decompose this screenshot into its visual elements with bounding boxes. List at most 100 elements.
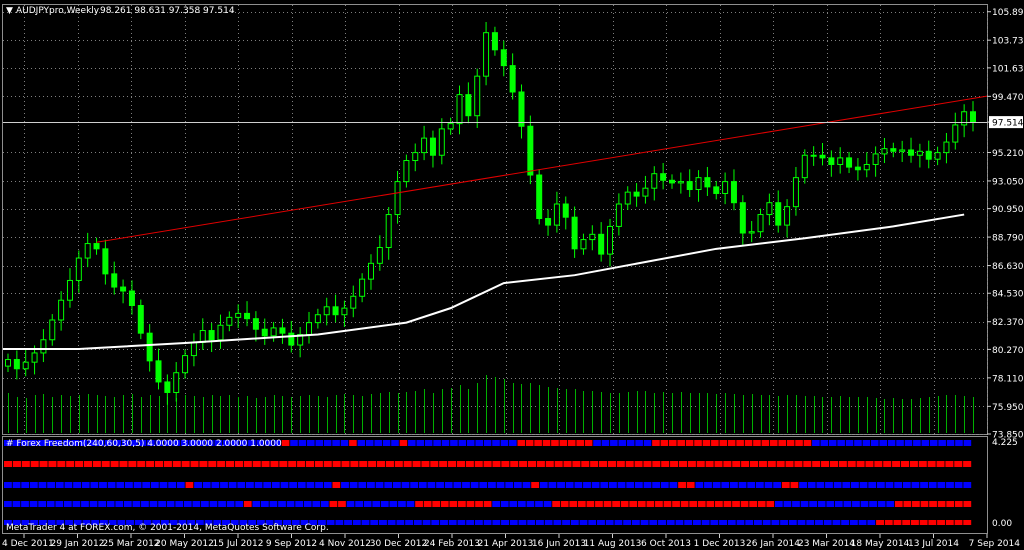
freedom-cell-down bbox=[181, 461, 190, 467]
freedom-cell-down bbox=[559, 440, 568, 446]
candle-bull bbox=[359, 278, 366, 297]
freedom-cell-up bbox=[307, 440, 315, 446]
freedom-cell-down bbox=[821, 461, 830, 467]
freedom-cell-up bbox=[175, 501, 184, 507]
candle-bear bbox=[146, 332, 153, 362]
candle-bear bbox=[252, 318, 259, 330]
freedom-cell-up bbox=[800, 501, 809, 507]
freedom-cell-up bbox=[588, 520, 597, 525]
chart-menu-icon[interactable]: ▼ bbox=[6, 6, 13, 16]
freedom-cell-up bbox=[315, 482, 323, 488]
freedom-cell-down bbox=[795, 440, 803, 446]
freedom-cell-up bbox=[817, 501, 826, 507]
freedom-cell-up bbox=[946, 482, 954, 488]
freedom-cell-up bbox=[466, 520, 475, 525]
freedom-cell-up bbox=[869, 501, 877, 507]
freedom-cell-up bbox=[401, 482, 410, 488]
freedom-cell-down bbox=[172, 461, 181, 467]
freedom-cell-up bbox=[773, 482, 782, 488]
freedom-cell-up bbox=[214, 440, 223, 446]
freedom-cell-up bbox=[809, 501, 818, 507]
freedom-cell-up bbox=[771, 520, 780, 525]
freedom-cell-up bbox=[807, 482, 816, 488]
indicator-scale-top: 4.225 bbox=[992, 438, 1018, 448]
freedom-cell-up bbox=[666, 520, 675, 525]
freedom-cell-up bbox=[21, 520, 30, 525]
freedom-cell-down bbox=[595, 501, 603, 507]
freedom-cell-up bbox=[462, 482, 470, 488]
freedom-cell-up bbox=[626, 482, 635, 488]
freedom-cell-up bbox=[149, 501, 158, 507]
freedom-cell-up bbox=[231, 440, 239, 446]
freedom-cell-up bbox=[81, 482, 90, 488]
candle-bear bbox=[704, 177, 711, 188]
price-axis: 105.890 103.730 101.630 99.470 97.514 95.210 9… bbox=[987, 8, 1024, 441]
freedom-cell-up bbox=[868, 482, 877, 488]
freedom-cell-up bbox=[396, 520, 405, 525]
freedom-cell-up bbox=[406, 501, 415, 507]
freedom-cell-up bbox=[610, 440, 618, 446]
freedom-cell-up bbox=[565, 482, 574, 488]
freedom-cell-up bbox=[286, 501, 295, 507]
freedom-cell-up bbox=[159, 482, 168, 488]
freedom-cell-down bbox=[394, 461, 403, 467]
freedom-cell-up bbox=[509, 501, 518, 507]
freedom-cell-up bbox=[669, 482, 678, 488]
freedom-cell-up bbox=[99, 520, 108, 525]
freedom-cell-up bbox=[509, 520, 518, 525]
candle-bear bbox=[261, 328, 268, 337]
freedom-cell-down bbox=[423, 501, 432, 507]
freedom-cell-down bbox=[711, 440, 719, 446]
freedom-cell-up bbox=[260, 501, 269, 507]
freedom-cell-up bbox=[436, 482, 444, 488]
freedom-cell-up bbox=[256, 520, 265, 525]
candlesticks bbox=[5, 22, 976, 405]
freedom-cell-up bbox=[450, 440, 458, 446]
freedom-cell-up bbox=[474, 520, 483, 525]
freedom-cell-up bbox=[862, 440, 871, 446]
freedom-cell-down bbox=[376, 461, 386, 467]
freedom-cell-down bbox=[234, 461, 243, 467]
freedom-cell-up bbox=[466, 440, 475, 446]
freedom-cell-up bbox=[780, 520, 789, 525]
candle-bear bbox=[102, 248, 109, 275]
freedom-cell-down bbox=[281, 440, 290, 446]
freedom-cell-up bbox=[265, 520, 274, 525]
freedom-cell-up bbox=[355, 501, 363, 507]
candle-bear bbox=[518, 91, 525, 127]
freedom-cell-up bbox=[764, 482, 773, 488]
freedom-cell-up bbox=[320, 501, 329, 507]
freedom-cell-up bbox=[849, 520, 858, 525]
freedom-cell-down bbox=[146, 461, 155, 467]
freedom-cell-up bbox=[832, 520, 841, 525]
freedom-cell-up bbox=[911, 482, 920, 488]
freedom-cell-down bbox=[66, 461, 75, 467]
freedom-cell-up bbox=[141, 501, 149, 507]
freedom-cell-down bbox=[542, 440, 551, 446]
freedom-cell-down bbox=[252, 461, 261, 467]
candle-bull bbox=[367, 262, 374, 280]
freedom-cell-up bbox=[226, 501, 235, 507]
freedom-cell-up bbox=[312, 501, 321, 507]
candle-bear bbox=[491, 32, 498, 51]
freedom-cell-down bbox=[368, 461, 377, 467]
freedom-cell-down bbox=[740, 501, 749, 507]
freedom-cell-down bbox=[767, 461, 776, 467]
trendline[interactable] bbox=[96, 95, 988, 243]
freedom-cell-up bbox=[806, 520, 815, 525]
x-tick-label: 15 Jul 2012 bbox=[213, 539, 264, 549]
freedom-cell-up bbox=[248, 520, 257, 525]
x-tick-label: 26 Jan 2014 bbox=[746, 539, 800, 549]
freedom-cell-up bbox=[859, 482, 868, 488]
candle-bull bbox=[677, 181, 684, 184]
freedom-cell-down bbox=[918, 461, 927, 467]
candle-bull bbox=[580, 239, 587, 250]
freedom-cell-down bbox=[884, 520, 893, 525]
freedom-cell-up bbox=[38, 482, 47, 488]
freedom-cell-up bbox=[91, 520, 100, 525]
freedom-cell-up bbox=[344, 520, 353, 525]
candle-bull bbox=[810, 154, 817, 157]
freedom-cell-down bbox=[563, 461, 572, 467]
freedom-cell-up bbox=[408, 440, 416, 446]
